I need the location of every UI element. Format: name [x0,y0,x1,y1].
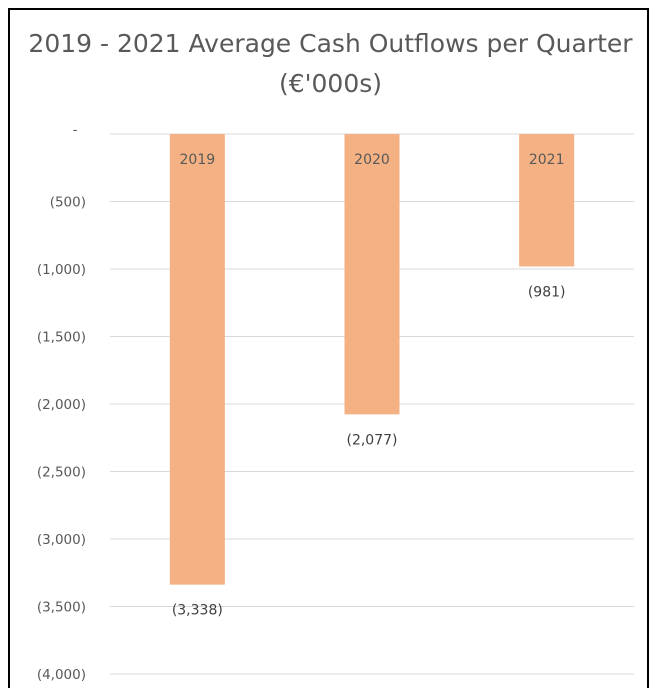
data-label: (981) [528,284,566,300]
y-tick-label: (4,000) [37,667,86,683]
y-tick-label: (500) [50,195,86,211]
y-axis-tick-labels: - (500) (1,000) (1,500) (2,000) (2,500) (3,000… [37,122,86,683]
y-tick-label: (2,500) [37,465,86,481]
chart-title: 2019 - 2021 Average Cash Outflows per Qu… [28,29,633,98]
y-tick-label: (3,500) [37,600,86,616]
y-tick-label: (2,000) [37,397,86,413]
data-label: (2,077) [346,432,397,448]
y-tick-label: (3,000) [37,532,86,548]
category-label: 2019 [180,152,216,168]
data-labels: 2019 (3,338) 2020 (2,077) 2021 (981) [172,152,566,619]
bar [519,134,575,267]
category-label: 2021 [529,152,565,168]
y-tick-label: (1,500) [37,330,86,346]
chart-frame [8,8,649,688]
data-label: (3,338) [172,603,223,619]
bar [344,134,400,415]
y-tick-label: (1,000) [37,262,86,278]
bars [169,134,575,585]
category-label: 2020 [354,152,390,168]
bar [169,134,225,585]
y-tick-label: - [73,122,78,138]
